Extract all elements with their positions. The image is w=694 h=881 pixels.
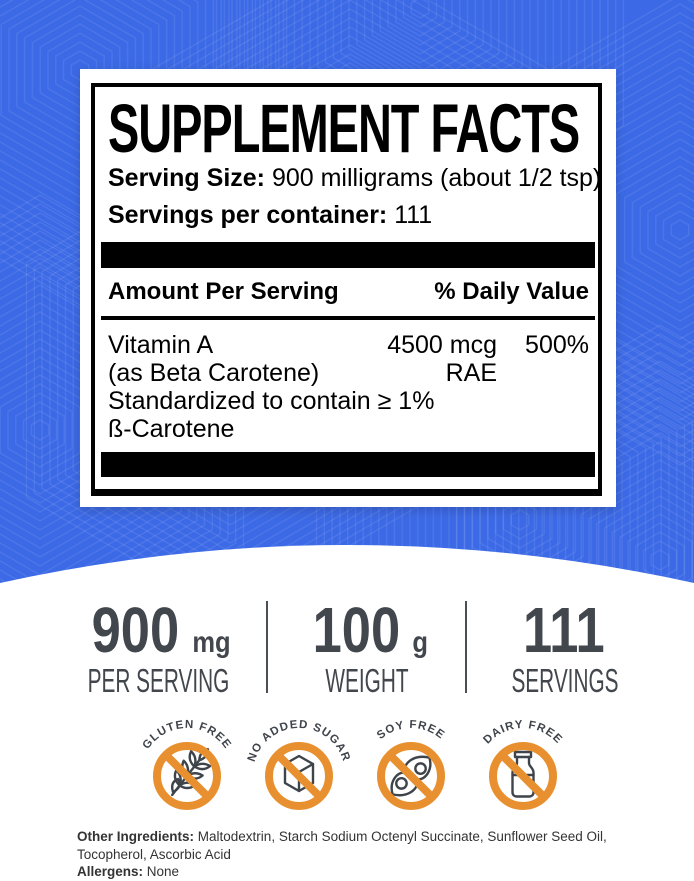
panel-title: SUPPLEMENT FACTS <box>108 94 579 163</box>
separator-bar-bottom <box>101 452 595 477</box>
separator-bar-top <box>101 242 595 268</box>
dairy-free-badge: DAIRY FREE <box>468 712 578 814</box>
bottom-curve <box>0 540 694 600</box>
stat-unit: g <box>413 628 429 658</box>
amount-header-row: Amount Per Serving % Daily Value <box>108 279 589 305</box>
supplement-facts-panel: SUPPLEMENT FACTS Serving Size: 900 milli… <box>80 69 616 507</box>
nutrient-amount: 4500 mcg <box>382 331 497 359</box>
other-ingredients-label: Other Ingredients: <box>77 829 194 844</box>
no-added-sugar-badge: NO ADDED SUGAR <box>244 712 354 814</box>
nutrient-note-line1: Standardized to contain ≥ 1% <box>108 387 589 415</box>
nutrient-amount-unit: RAE <box>382 359 497 387</box>
servings-value: 111 <box>394 201 432 229</box>
nutrient-table: Vitamin A 4500 mcg 500% (as Beta Caroten… <box>108 331 589 443</box>
stat-servings: 111 SERVINGS <box>467 598 662 696</box>
nutrient-daily-value: 500% <box>497 331 589 359</box>
nutrient-note-line2: ß-Carotene <box>108 415 589 443</box>
stat-value: 900 <box>91 598 179 662</box>
stat-number: 111 <box>514 598 615 662</box>
stat-label: SERVINGS <box>511 666 618 696</box>
nutrient-dv-empty <box>497 359 589 387</box>
panel-border: SUPPLEMENT FACTS Serving Size: 900 milli… <box>91 83 602 496</box>
serving-size-line: Serving Size: 900 milligrams (about 1/2 … <box>108 163 601 193</box>
allergens-text: Allergens: None <box>77 863 625 881</box>
no-symbol-slash-icon <box>502 755 544 797</box>
stat-value: 100 <box>313 598 401 662</box>
stat-per-serving: 900 mg PER SERVING <box>50 598 266 696</box>
other-ingredients-text: Other Ingredients: Maltodextrin, Starch … <box>77 828 625 863</box>
badges-row: GLUTEN FREE NO ADDED SUGAR <box>0 712 694 814</box>
nutrient-name: Vitamin A <box>108 331 382 359</box>
stat-number: 900 mg <box>82 598 235 662</box>
allergens-label: Allergens: <box>77 864 143 879</box>
stat-value: 111 <box>523 598 605 662</box>
footer-text: Other Ingredients: Maltodextrin, Starch … <box>77 828 625 881</box>
stat-label: WEIGHT <box>325 666 408 696</box>
stat-number: 100 g <box>303 598 429 662</box>
amount-per-serving-header: Amount Per Serving <box>108 279 339 305</box>
nutrient-name-detail: (as Beta Carotene) <box>108 359 382 387</box>
servings-per-container-line: Servings per container: 111 <box>108 200 432 230</box>
serving-size-label: Serving Size: <box>108 164 265 192</box>
allergens-value: None <box>147 864 179 879</box>
stat-unit: mg <box>193 628 231 658</box>
gluten-free-badge: GLUTEN FREE <box>132 712 242 814</box>
stats-row: 900 mg PER SERVING 100 g WEIGHT 111 SERVIN… <box>50 598 662 696</box>
daily-value-header: % Daily Value <box>434 279 589 305</box>
soy-free-badge: SOY FREE <box>356 712 466 814</box>
stat-weight: 100 g WEIGHT <box>268 598 465 696</box>
badge-arc-label: SOY FREE <box>375 719 447 742</box>
header-rule <box>101 316 595 320</box>
servings-label: Servings per container: <box>108 201 387 229</box>
serving-size-value: 900 milligrams (about 1/2 tsp) <box>272 164 601 192</box>
stat-label: PER SERVING <box>87 666 229 696</box>
